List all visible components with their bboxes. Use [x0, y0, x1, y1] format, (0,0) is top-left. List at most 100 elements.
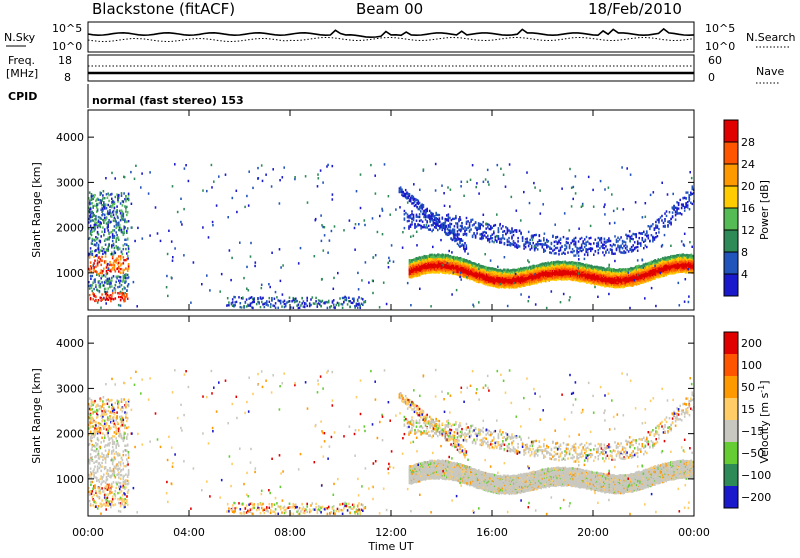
cpid-text: normal (fast stereo) 153 [92, 94, 244, 107]
power-cell [407, 220, 409, 222]
power-cell [487, 226, 489, 228]
power-cell [458, 233, 460, 235]
power-cell [410, 226, 412, 228]
power-cell [626, 237, 628, 239]
power-cell [629, 248, 631, 250]
power-cell [542, 246, 544, 248]
power-cell [663, 222, 665, 224]
power-cell [420, 227, 422, 229]
power-cell [495, 224, 497, 226]
power-cell [685, 206, 687, 208]
nsky-trace [88, 29, 694, 37]
power-cell [487, 239, 489, 241]
power-cell [516, 244, 518, 246]
nsky-label: N.Sky [4, 31, 36, 44]
power-cell [564, 244, 566, 246]
power-cell [525, 241, 527, 243]
power-cell [611, 251, 613, 253]
power-cell [554, 252, 556, 254]
power-cell [554, 241, 556, 243]
power-cell [692, 203, 694, 205]
power-cell [528, 231, 530, 233]
power-cell [648, 237, 650, 239]
power-cell [411, 213, 413, 215]
power-cell [672, 216, 674, 218]
power-cell [475, 226, 477, 228]
power-cell [448, 224, 450, 226]
power-cell [692, 188, 694, 190]
power-cell [482, 237, 484, 239]
power-cell [625, 241, 627, 243]
power-cell [651, 234, 653, 236]
power-cell [638, 242, 640, 244]
power-cell [632, 233, 634, 235]
power-cell [675, 219, 677, 221]
power-cell [534, 234, 536, 236]
power-cell [419, 224, 421, 226]
power-cell [634, 233, 636, 235]
power-cell [502, 231, 504, 233]
power-cell [426, 226, 428, 228]
power-cell [587, 254, 589, 256]
power-cell [510, 230, 512, 232]
power-cell [560, 238, 562, 240]
power-cell [622, 240, 624, 242]
power-cell [625, 247, 627, 249]
power-cell [487, 235, 489, 237]
power-cell [619, 245, 621, 247]
power-cell [681, 203, 683, 205]
power-cell [485, 236, 487, 238]
power-cell [439, 214, 441, 216]
power-cell [484, 231, 486, 233]
nsearch-label: N.Search [746, 31, 796, 44]
power-cell [413, 219, 415, 221]
power-cell [561, 246, 563, 248]
power-cell [463, 228, 465, 230]
power-cell [451, 219, 453, 221]
power-cell [513, 230, 515, 232]
power-cell [675, 211, 677, 213]
power-cell [634, 241, 636, 243]
power-cell [605, 251, 607, 253]
power-cell [448, 216, 450, 218]
power-cell [560, 247, 562, 249]
power-cell [469, 224, 471, 226]
power-cell [604, 243, 606, 245]
nave-label: Nave [756, 65, 784, 78]
power-cell [511, 236, 513, 238]
power-cell [501, 227, 503, 229]
power-cell [573, 240, 575, 242]
power-cell [657, 226, 659, 228]
power-cell [543, 248, 545, 250]
power-cell [652, 223, 654, 225]
power-cell [493, 225, 495, 227]
power-cell [517, 240, 519, 242]
power-cell [575, 254, 577, 256]
power-cell [408, 215, 410, 217]
power-cell [531, 247, 533, 249]
power-cell [654, 227, 656, 229]
power-cell [508, 244, 510, 246]
power-cell [555, 252, 557, 254]
power-cell [473, 233, 475, 235]
power-cell [511, 231, 513, 233]
power-cell [599, 247, 601, 249]
power-cell [637, 246, 639, 248]
power-cell [467, 227, 469, 229]
freq-label: Freq. [8, 54, 35, 67]
power-cell [581, 237, 583, 239]
power-cell [592, 248, 594, 250]
power-cell [449, 223, 451, 225]
power-cell [638, 237, 640, 239]
power-cell [485, 227, 487, 229]
beam-title: Beam 00 [356, 0, 423, 18]
power-cell [576, 249, 578, 251]
power-cell [554, 245, 556, 247]
power-cell [564, 253, 566, 255]
power-cell [654, 237, 656, 239]
freq-tick-high: 18 [58, 54, 72, 67]
power-cell [539, 243, 541, 245]
power-cell [637, 250, 639, 252]
power-cell [469, 222, 471, 224]
power-cell [632, 244, 634, 246]
